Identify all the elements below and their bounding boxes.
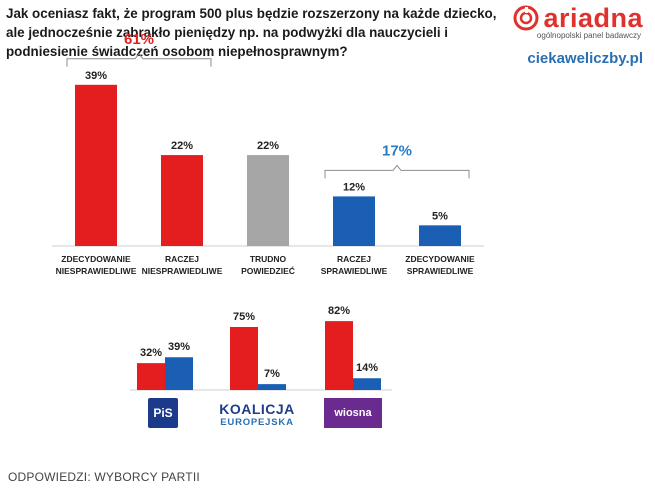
party-logo-pis: PiS	[148, 398, 178, 428]
party-logo-wiosna-text: wiosna	[334, 407, 372, 419]
chart2-value-label: 82%	[328, 305, 350, 317]
chart2-bar	[258, 384, 286, 390]
chart1-group-label: 17%	[382, 142, 412, 159]
brand-tagline: ogólnopolski panel badawczy	[536, 31, 641, 40]
chart1-category-label: TRUDNO	[250, 254, 287, 264]
chart1-category-label: POWIEDZIEĆ	[241, 265, 295, 276]
chart2-value-label: 75%	[233, 311, 255, 323]
party-logo-wiosna: wiosna	[324, 398, 382, 428]
party-logo-koalicja-top: KOALICJA	[219, 401, 295, 417]
chart1-category-label: NIESPRAWIEDLIWE	[142, 266, 223, 276]
chart2-bar	[325, 321, 353, 390]
brand-site-link[interactable]: ciekaweliczby.pl	[527, 50, 643, 67]
chart2-value-label: 14%	[356, 362, 378, 374]
chart1-value-label: 22%	[171, 140, 193, 152]
chart1-value-label: 12%	[343, 181, 365, 193]
party-logo-koalicja-bottom: EUROPEJSKA	[220, 417, 294, 428]
chart1-category-label: SPRAWIEDLIWE	[407, 266, 474, 276]
chart1-bar	[247, 155, 289, 246]
chart2-bar	[353, 378, 381, 390]
chart1-category-label: ZDECYDOWANIE	[61, 254, 131, 264]
chart1-bar	[75, 84, 117, 246]
chart1-category-label: SPRAWIEDLIWE	[321, 266, 388, 276]
chart2-value-label: 39%	[168, 341, 190, 353]
chart2-bar	[165, 357, 193, 390]
chart1-bar	[419, 225, 461, 246]
chart1-value-label: 5%	[432, 210, 448, 222]
chart2-bar	[230, 327, 258, 390]
chart1-group-bracket	[324, 164, 470, 179]
footnote: ODPOWIEDZI: WYBORCY PARTII	[8, 470, 200, 484]
chart2-value-label: 32%	[140, 347, 162, 359]
party-logo-pis-text: PiS	[153, 406, 173, 420]
chart1-category-label: RACZEJ	[337, 254, 371, 264]
chart1-value-label: 39%	[85, 70, 107, 82]
chart1-category-label: ZDECYDOWANIE	[405, 254, 475, 264]
brand-block: ariadna ogólnopolski panel badawczy ciek…	[503, 4, 643, 67]
chart1-group-bracket	[66, 52, 212, 67]
chart2-bar	[137, 363, 165, 390]
party-logo-koalicja: KOALICJA EUROPEJSKA	[218, 402, 296, 430]
chart1-value-label: 22%	[257, 140, 279, 152]
chart1-bar	[333, 196, 375, 246]
brand-name: ariadna	[543, 3, 643, 33]
chart1-category-label: NIESPRAWIEDLIWE	[56, 266, 137, 276]
ariadna-spiral-icon	[513, 5, 539, 31]
chart1-category-label: RACZEJ	[165, 254, 199, 264]
chart-area: 39% ZDECYDOWANIE NIESPRAWIEDLIWE 22% RACZEJ N…	[52, 31, 484, 391]
chart1-group-label: 61%	[124, 31, 154, 48]
chart1-bar	[161, 155, 203, 246]
chart2-value-label: 7%	[264, 368, 280, 380]
survey-question: Jak oceniasz fakt, że program 500 plus b…	[6, 6, 497, 59]
